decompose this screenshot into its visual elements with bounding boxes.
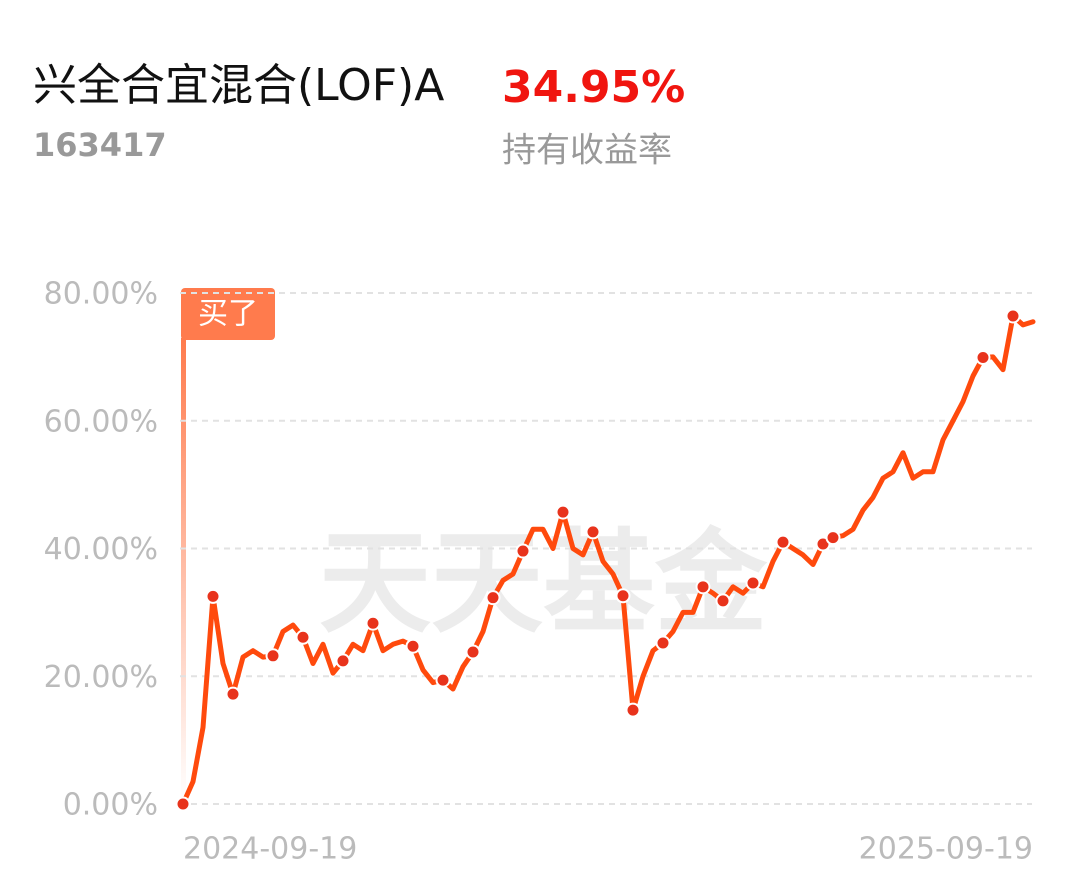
y-tick-label: 0.00% bbox=[63, 788, 158, 823]
trade-dot bbox=[265, 648, 281, 664]
buy-badge bbox=[181, 288, 275, 340]
trade-dot bbox=[555, 504, 571, 520]
buy-label: 买了 bbox=[198, 297, 258, 332]
trade-dot bbox=[515, 543, 531, 559]
buy-line bbox=[181, 338, 186, 800]
return-value: 34.95% bbox=[502, 62, 685, 113]
plot: 0.00% 20.00% 40.00% 60.00% 80.00% 2024-09-19 2… bbox=[44, 277, 1036, 867]
trade-dot bbox=[295, 629, 311, 645]
trade-dot bbox=[225, 686, 241, 702]
trade-dot bbox=[585, 524, 601, 540]
fund-title: 兴全合宜混合(LOF)A bbox=[33, 60, 444, 111]
trade-dot bbox=[435, 672, 451, 688]
trade-dot bbox=[695, 579, 711, 595]
trade-dot bbox=[405, 638, 421, 654]
trade-dot bbox=[335, 653, 351, 669]
x-tick-label: 2024-09-19 bbox=[183, 832, 357, 867]
y-tick-label: 80.00% bbox=[44, 277, 158, 312]
y-tick-label: 60.00% bbox=[44, 404, 158, 439]
y-tick-label: 40.00% bbox=[44, 532, 158, 567]
return-caption: 持有收益率 bbox=[502, 131, 672, 171]
trade-dot bbox=[465, 644, 481, 660]
trade-dot bbox=[485, 590, 501, 606]
trade-dot bbox=[975, 350, 991, 366]
trade-dot bbox=[745, 575, 761, 591]
trade-dot bbox=[625, 702, 641, 718]
return-line bbox=[180, 313, 1036, 807]
trade-dot bbox=[825, 530, 841, 546]
trade-dot bbox=[365, 615, 381, 631]
trade-dot bbox=[205, 588, 221, 604]
trade-dot bbox=[615, 588, 631, 604]
trade-dot bbox=[715, 593, 731, 609]
x-tick-label: 2025-09-19 bbox=[859, 832, 1033, 867]
y-tick-label: 20.00% bbox=[44, 660, 158, 695]
trade-dot bbox=[1005, 308, 1021, 324]
watermark: 天天基金 bbox=[319, 517, 768, 648]
trade-dot bbox=[775, 534, 791, 550]
trade-dot bbox=[175, 796, 191, 812]
trade-dot bbox=[655, 635, 671, 651]
fund-code: 163417 bbox=[33, 126, 167, 164]
